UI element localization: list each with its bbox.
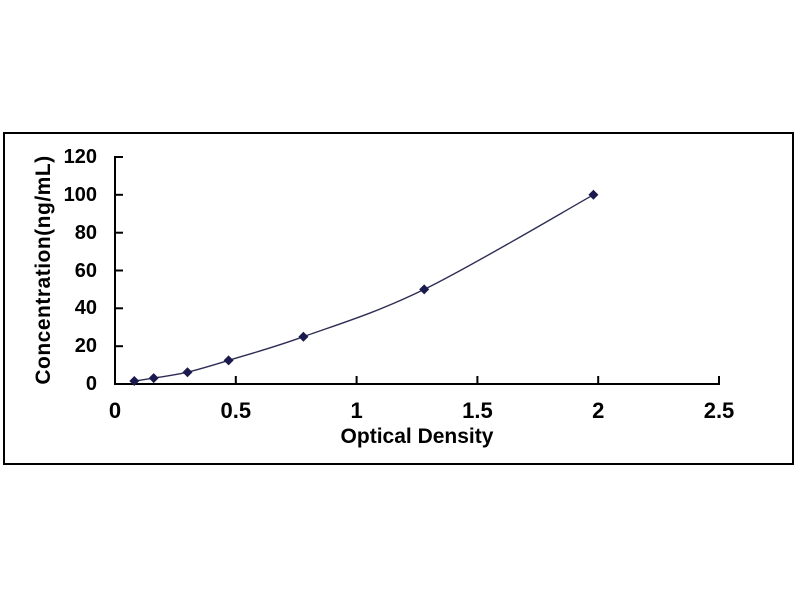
- x-tick-label: 1: [350, 398, 363, 423]
- x-tick-label: 0.5: [220, 398, 252, 423]
- x-tick-label: 2: [592, 398, 605, 423]
- data-point-marker: [223, 355, 234, 366]
- data-point-marker: [588, 189, 599, 200]
- chart-frame: [3, 132, 794, 465]
- x-axis-title: Optical Density: [340, 425, 494, 448]
- y-tick-label: 80: [74, 221, 97, 244]
- y-tick-label: 60: [74, 259, 97, 282]
- data-point-marker: [419, 284, 430, 295]
- x-tick-label: 2.5: [703, 398, 735, 423]
- data-point-marker: [148, 373, 159, 384]
- data-point-marker: [298, 331, 309, 342]
- y-tick-label: 120: [63, 146, 97, 168]
- y-tick-label: 40: [74, 297, 97, 320]
- y-tick-label: 100: [63, 183, 97, 206]
- x-tick-label: 0: [108, 398, 122, 423]
- y-tick-label: 20: [74, 335, 97, 358]
- y-tick-label: 0: [85, 373, 97, 395]
- x-tick-label: 1.5: [462, 398, 493, 423]
- data-point-marker: [182, 367, 193, 378]
- data-point-marker: [129, 376, 140, 386]
